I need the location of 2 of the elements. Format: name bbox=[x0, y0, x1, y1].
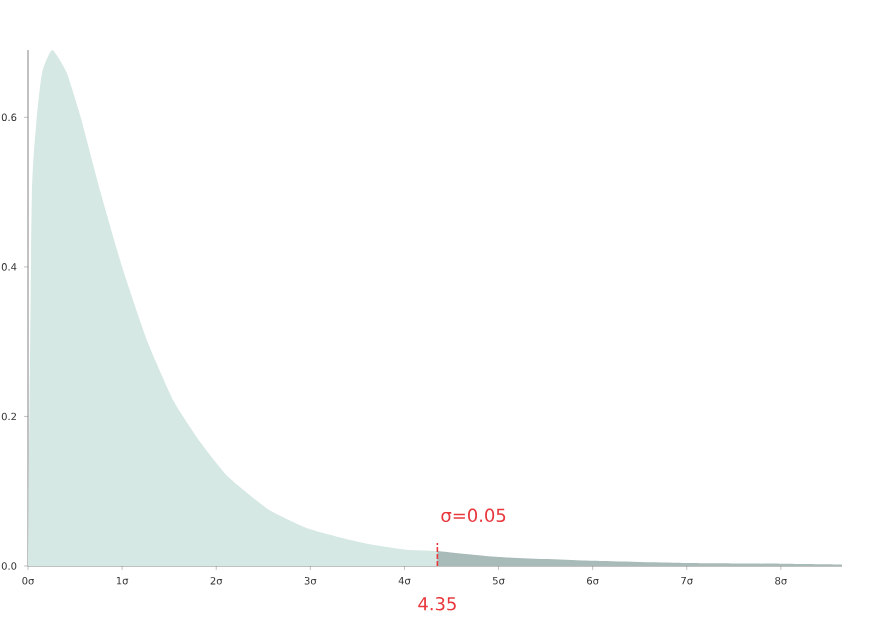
annotation: 4.35 bbox=[418, 596, 456, 611]
annotation: σ=0.05 bbox=[441, 508, 506, 523]
